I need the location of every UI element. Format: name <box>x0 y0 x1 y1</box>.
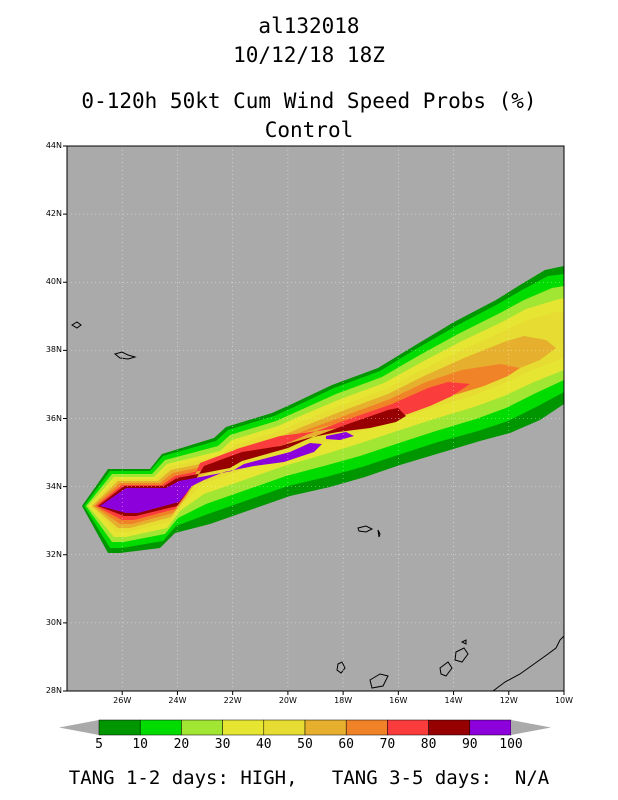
colorbar-segment <box>469 719 512 736</box>
probability-swath <box>82 266 564 553</box>
colorbar-segment <box>181 719 223 736</box>
lon-label: 18W <box>334 696 353 705</box>
lon-label: 16W <box>389 696 408 705</box>
colorbar-label: 40 <box>255 737 272 752</box>
colorbar-segment <box>139 719 182 736</box>
lat-label: 40N <box>45 277 62 287</box>
band-90-percent <box>100 443 322 513</box>
map-frame <box>66 145 565 692</box>
storm-id-title: al132018 <box>258 14 360 38</box>
island-madeira-islet <box>377 529 381 538</box>
lat-label: 30N <box>45 617 62 627</box>
colorbar-segment <box>222 719 265 736</box>
lat-label: 28N <box>45 686 62 695</box>
lat-label: 44N <box>45 141 62 150</box>
colorbar-segment <box>428 719 471 736</box>
lon-label: 22W <box>223 696 242 705</box>
colorbar-label: 30 <box>214 737 231 752</box>
map-ticks <box>63 145 565 695</box>
run-title: Control <box>264 118 354 142</box>
colorbar-label: 50 <box>297 737 313 752</box>
colorbar-segment <box>345 719 388 736</box>
colorbar-label: 70 <box>379 737 396 752</box>
colorbar-label: 10 <box>132 737 149 752</box>
lon-label: 20W <box>278 696 297 705</box>
lon-label: 26W <box>113 696 132 705</box>
colorbar-low-end <box>59 720 99 735</box>
lat-label: 32N <box>45 549 62 559</box>
island-madeira <box>357 525 374 533</box>
lon-label: 24W <box>168 696 187 705</box>
colorbar-label: 5 <box>95 737 103 752</box>
colorbar-label: 90 <box>461 737 478 752</box>
lat-label: 42N <box>45 209 62 219</box>
lat-label: 36N <box>45 413 62 423</box>
colorbar-segment <box>304 719 347 736</box>
colorbar-segment <box>98 719 141 736</box>
band-90-percent-secondary <box>326 432 354 440</box>
colorbar-segment <box>263 719 306 736</box>
colorbar-label: 60 <box>338 737 355 752</box>
map-grid <box>67 146 564 691</box>
lon-label: 14W <box>444 696 463 705</box>
colorbar-segment <box>387 719 429 736</box>
colorbar-label: 80 <box>420 737 437 752</box>
lat-label: 38N <box>45 345 62 355</box>
colorbar-label: 20 <box>173 737 190 752</box>
island-canary-2 <box>369 673 389 689</box>
island-canary-4 <box>454 647 469 663</box>
tang-footer: TANG 1-2 days: HIGH, TANG 3-5 days: N/A <box>68 767 550 789</box>
product-title: 0-120h 50kt Cum Wind Speed Probs (%) <box>81 89 537 113</box>
colorbar <box>59 719 551 736</box>
colorbar-label: 100 <box>499 737 523 752</box>
island-canary-5 <box>460 639 467 645</box>
lon-label: 12W <box>499 696 518 705</box>
datetime-title: 10/12/18 18Z <box>233 43 385 67</box>
coastline-africa <box>492 635 565 692</box>
island-azores-west <box>71 321 82 329</box>
colorbar-high-end <box>511 720 551 735</box>
lat-label: 34N <box>45 481 62 491</box>
island-canary-3 <box>439 661 453 677</box>
island-azores-central <box>113 351 137 360</box>
lon-label: 10W <box>554 696 574 705</box>
